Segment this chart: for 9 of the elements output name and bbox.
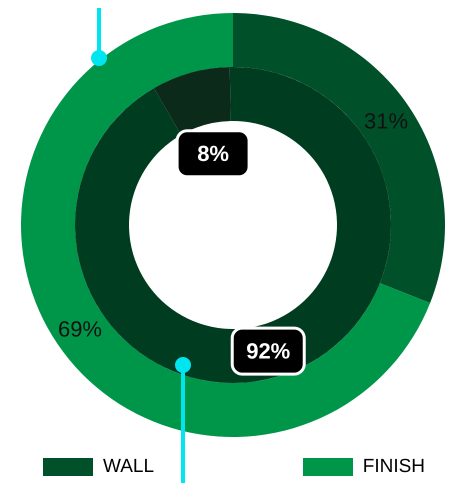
data-label: 8% [197,141,229,166]
donut-slice [233,13,445,304]
donut-slice [154,67,231,135]
data-label: 69% [58,316,102,342]
data-label: 92% [246,338,290,364]
legend-label: WALL [102,456,154,478]
donut-slice [21,13,430,437]
data-label: 31% [364,108,408,134]
legend-label: FINISH [362,456,425,478]
